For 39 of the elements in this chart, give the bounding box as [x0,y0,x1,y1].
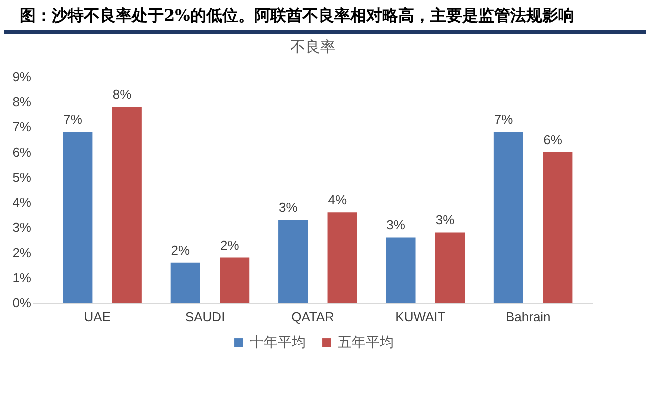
chart-subtitle: 不良率 [290,38,336,56]
bar [63,132,93,303]
data-label: 2% [171,242,191,258]
y-tick-label: 0% [12,296,32,310]
bar [494,132,524,303]
y-tick-label: 1% [12,270,32,286]
x-tick-label: SAUDI [185,310,226,324]
chart-title: 图：沙特不良率处于2%的低位。阿联酋不良率相对略高，主要是监管法规影响 [4,6,646,34]
data-label: 6% [544,132,563,148]
data-label: 2% [220,238,240,253]
data-label: 4% [328,192,348,208]
y-tick-label: 8% [12,94,32,110]
bar [220,258,250,303]
data-label: 3% [386,218,406,233]
data-label: 7% [494,112,514,128]
data-label: 3% [436,212,456,228]
bar [543,152,573,303]
x-tick-label: KUWAIT [396,310,446,324]
bar [112,107,142,303]
data-label: 8% [112,87,132,102]
bar [328,212,358,303]
y-tick-label: 9% [12,70,32,84]
y-tick-label: 7% [12,120,32,135]
x-tick-label: Bahrain [506,310,551,324]
y-tick-label: 2% [12,245,32,260]
x-tick-label: QATAR [292,310,334,324]
y-tick-label: 5% [12,170,32,185]
bar [435,232,465,303]
x-tick-label: UAE [84,310,112,324]
bar [170,262,200,303]
y-tick-label: 6% [12,144,32,160]
y-tick-label: 4% [12,195,32,210]
data-label: 7% [64,112,83,128]
data-label: 3% [278,200,298,216]
legend-label: 十年平均 [250,335,306,351]
bar [386,238,416,303]
y-tick-label: 3% [12,220,32,236]
bar [278,220,308,303]
legend-label: 五年平均 [338,335,394,351]
